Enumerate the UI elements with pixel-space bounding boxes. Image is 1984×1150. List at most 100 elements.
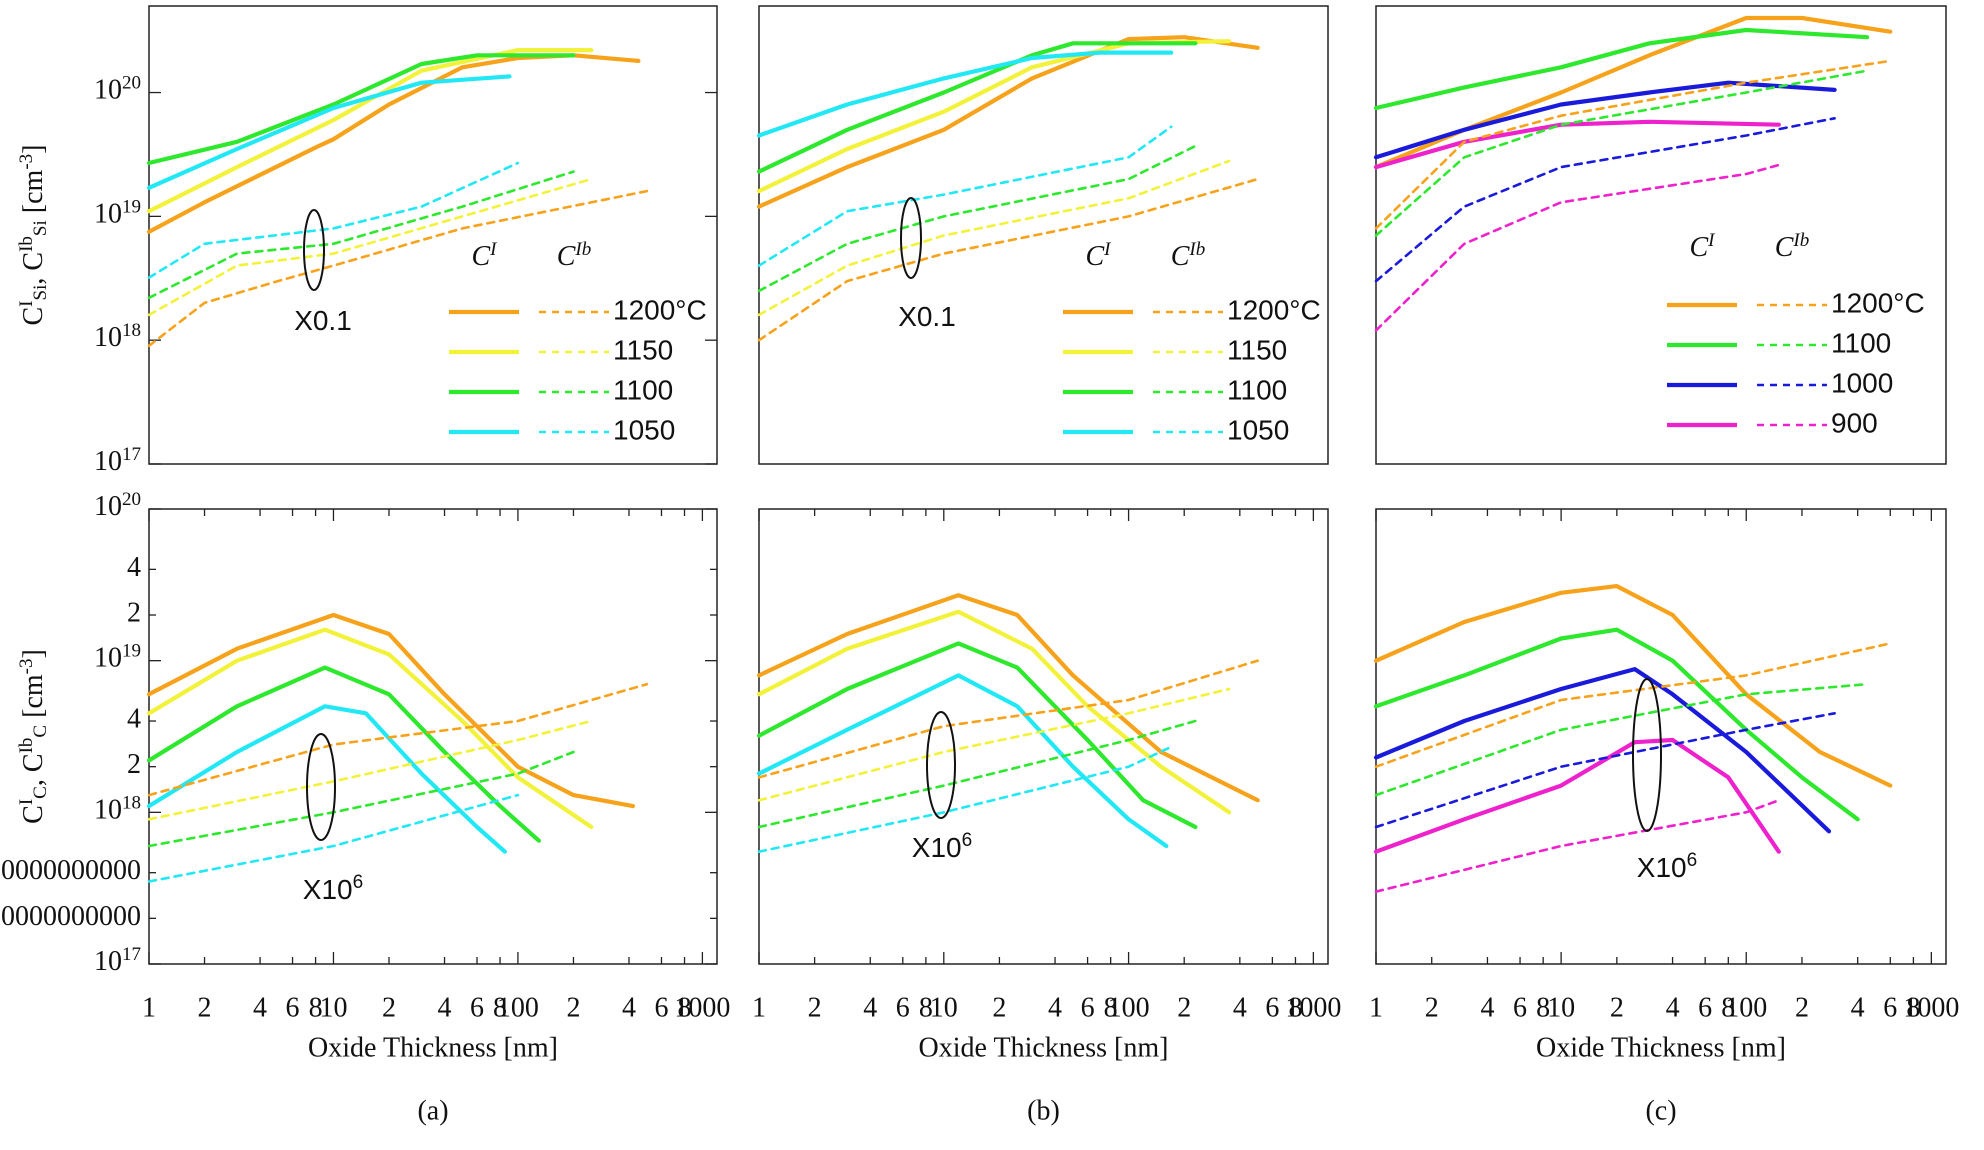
dashed-line: [147, 170, 575, 300]
text-part: I: [16, 799, 37, 805]
y-tick-label: 4: [127, 552, 141, 583]
text-part: 10: [94, 446, 122, 477]
x-tick-label: 6: [896, 992, 910, 1023]
annotation: X106: [303, 872, 363, 905]
x-tick-label: 8: [919, 992, 933, 1023]
text-part: 19: [122, 196, 141, 217]
legend-label: 1150: [613, 334, 673, 365]
y-tick-label: 1019: [94, 640, 141, 674]
y-tick-label: 1017: [94, 444, 141, 478]
legend-label: 1050: [1227, 414, 1289, 445]
legend-header: CI: [471, 239, 498, 273]
text-part: [cm: [18, 674, 49, 725]
solid-line: [146, 74, 512, 190]
legend-label: 1200°C: [613, 294, 707, 325]
x-tick-label: 1000: [1903, 992, 1959, 1023]
y-tick-label: 1018: [94, 792, 141, 826]
text-part: Ib: [16, 236, 37, 252]
text-part: 20: [122, 72, 141, 93]
x-tick-label: 10: [930, 992, 958, 1023]
dashed-line: [147, 719, 593, 821]
dashed-line: [1374, 59, 1892, 230]
dashed-line: [147, 177, 593, 317]
x-tick-label: 4: [1851, 992, 1865, 1023]
text-part: 10: [94, 946, 122, 977]
x-tick-label: 4: [438, 992, 452, 1023]
solid-line: [1373, 119, 1781, 170]
x-tick-label: 1: [752, 992, 766, 1023]
text-part: I: [1103, 239, 1112, 260]
annotation-ellipse: [1632, 678, 1662, 832]
solid-line: [756, 641, 1198, 830]
text-part: Si: [30, 220, 51, 236]
x-tick-label: 4: [1666, 992, 1680, 1023]
x-tick-label: 8: [493, 992, 507, 1023]
dashed-line: [1374, 712, 1836, 829]
legend-label: 1200°C: [1227, 294, 1321, 325]
text-part: 10: [94, 199, 122, 230]
x-tick-label: 2: [198, 992, 212, 1023]
solid-line: [146, 612, 635, 809]
text-part: C: [471, 241, 490, 272]
text-part: 10: [94, 323, 122, 354]
x-tick-label: 2: [1425, 992, 1439, 1023]
x-tick-label: 4: [863, 992, 877, 1023]
text-part: Si: [30, 285, 51, 301]
solid-line: [756, 39, 1232, 194]
text-part: 10: [94, 491, 122, 522]
x-tick-label: 2: [566, 992, 580, 1023]
x-tick-label: 8: [1906, 992, 1920, 1023]
legend-label: 1050: [613, 414, 675, 445]
x-tick-label: 8: [678, 992, 692, 1023]
solid-line: [1373, 80, 1837, 160]
text-part: 18: [122, 792, 141, 813]
annotation: X106: [912, 830, 972, 863]
text-part: Ib: [1792, 230, 1809, 251]
x-tick-label: 8: [309, 992, 323, 1023]
text-part: 10: [94, 795, 122, 826]
legend-label: 1100: [1831, 327, 1891, 358]
y-tick-label: 4: [127, 703, 141, 734]
dashed-line: [757, 177, 1259, 342]
plot-frame: [1375, 508, 1947, 965]
plot-frame: [148, 5, 718, 465]
x-tick-label: 1: [142, 992, 156, 1023]
x-tick-label: 6: [470, 992, 484, 1023]
text-part: 19: [122, 640, 141, 661]
dashed-line: [757, 144, 1197, 293]
annotation-ellipse: [926, 711, 956, 819]
solid-line: [756, 41, 1198, 174]
x-tick-label: 6: [1265, 992, 1279, 1023]
dashed-line: [1374, 682, 1869, 797]
text-part: C: [30, 725, 51, 738]
text-part: C: [1171, 241, 1190, 272]
text-part: ]: [18, 649, 49, 658]
legend-label: 900: [1831, 407, 1878, 438]
x-tick-label: 2: [1610, 992, 1624, 1023]
text-part: 20: [122, 489, 141, 510]
plot-frame: [758, 5, 1329, 465]
solid-line: [756, 609, 1232, 815]
solid-line: [146, 665, 541, 843]
text-part: -3: [16, 658, 37, 674]
dashed-line: [147, 750, 575, 848]
solid-line: [146, 53, 576, 166]
panel-label: (a): [417, 1095, 448, 1126]
dashed-line: [757, 719, 1197, 829]
y-tick-label: 1019: [94, 196, 141, 230]
legend-header: CI: [1689, 230, 1716, 264]
text-part: C: [1689, 232, 1708, 263]
panel-label: (c): [1645, 1095, 1676, 1126]
dashed-line: [1374, 69, 1869, 237]
y-tick-label: 1020: [94, 489, 141, 523]
dashed-line: [147, 793, 520, 883]
legend-header: CIb: [1171, 239, 1206, 273]
text-part: C: [18, 805, 49, 824]
y-tick-label: 400000000000000000: [0, 855, 141, 886]
text-part: 6: [1687, 850, 1698, 871]
text-part: I: [489, 239, 498, 260]
text-part: X0.1: [294, 305, 352, 336]
text-part: 10: [94, 643, 122, 674]
x-tick-label: 1: [1369, 992, 1383, 1023]
